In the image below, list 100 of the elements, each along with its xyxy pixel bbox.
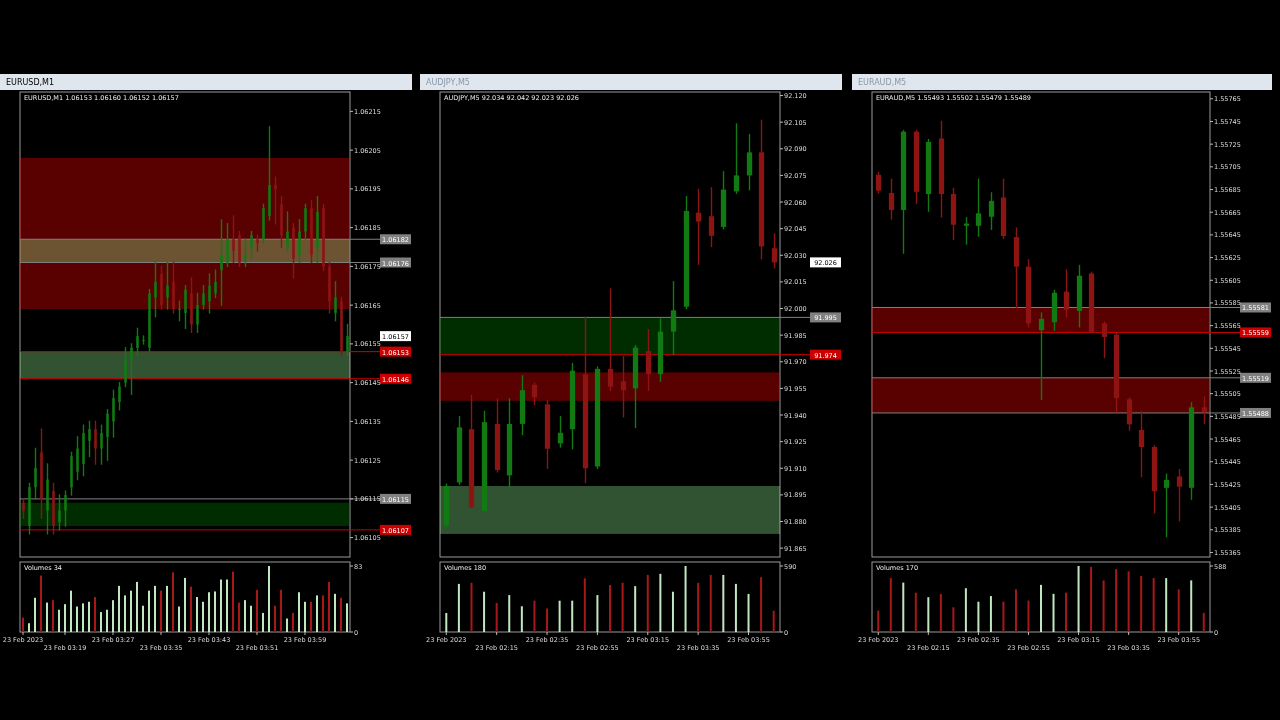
candlestick [226,223,229,268]
candlestick [875,171,882,194]
bar [244,600,246,632]
bar [734,583,737,632]
candlestick [34,447,37,500]
bar [621,582,624,632]
candlestick [178,300,181,322]
bar [76,606,78,632]
bar [1115,569,1118,632]
bar [340,597,342,632]
candlestick [112,389,115,438]
bar [46,602,48,632]
candlestick [22,498,25,519]
bar [889,578,892,632]
bar [94,597,96,632]
candlestick [645,329,652,391]
bar [118,585,120,632]
candlestick [82,424,85,477]
bar [939,593,942,632]
candlestick [262,203,265,244]
candlestick [76,436,79,481]
bar [172,572,174,632]
candlestick [64,490,67,527]
candlestick [70,451,73,496]
bar [1002,601,1005,632]
bar [148,590,150,632]
candlestick [100,424,103,465]
bar [136,581,138,632]
bar [1027,600,1030,632]
candlestick [1038,312,1045,401]
bar [902,582,905,632]
bar [1140,575,1143,632]
bar [445,612,448,632]
bar [470,582,473,632]
candlestick [607,288,614,391]
bar [322,595,324,632]
bar [1040,584,1042,632]
bar [58,609,60,632]
bar [256,589,258,632]
candlestick [124,347,127,388]
bar [82,603,84,632]
candlestick [202,285,205,310]
bar [106,609,108,632]
candlestick [94,420,97,465]
bar [298,592,300,632]
bar [316,595,318,632]
candlestick [148,288,151,353]
candlestick [340,296,343,357]
chart-title: AUDJPY,M5 [426,78,470,87]
candlestick [292,223,295,279]
bar [334,593,336,632]
bar [1152,578,1155,632]
bar [546,608,549,632]
bar [1165,578,1168,632]
bar [346,603,348,632]
bar [634,586,637,632]
candlestick [208,273,211,314]
bar [184,577,186,632]
bar [1190,580,1193,632]
bar [684,566,687,632]
candlestick [196,292,199,333]
bar [659,573,662,632]
bar [1102,580,1105,632]
bar [1127,571,1130,632]
candlestick [322,203,325,271]
candlestick [1176,468,1183,522]
bar [70,590,72,632]
candlestick [670,281,677,356]
bar [1177,589,1180,632]
bar [520,606,523,632]
candlestick [190,277,193,333]
candlestick [695,188,702,265]
bar [877,610,880,632]
candlestick [52,482,55,535]
candlestick [316,195,319,264]
candlestick [184,285,187,330]
bar [596,595,599,632]
bar [671,591,674,632]
bar [1077,566,1080,632]
candlestick [58,494,61,531]
bar [178,606,180,632]
bar [571,600,574,632]
candlestick [238,230,241,268]
candlestick [154,261,157,318]
candlestick [975,178,982,237]
bar [274,605,276,632]
candlestick [136,327,139,357]
bar [697,582,700,632]
candlestick [40,428,43,519]
candlestick [28,482,31,535]
bar [130,590,132,632]
bar [124,595,126,632]
candlestick [1101,321,1108,359]
candlestick [1163,473,1170,538]
bar [88,601,90,632]
candlestick [214,269,217,299]
bar [112,600,114,632]
bar [100,612,102,632]
bar [220,579,222,632]
candlestick [888,178,895,220]
